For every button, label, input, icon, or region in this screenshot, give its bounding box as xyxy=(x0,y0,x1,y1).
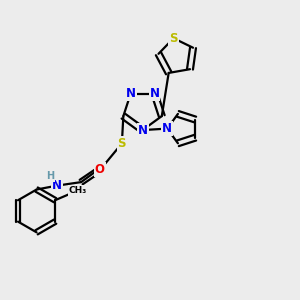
Text: N: N xyxy=(126,87,136,100)
Text: N: N xyxy=(138,124,148,136)
Text: N: N xyxy=(162,122,172,135)
Text: H: H xyxy=(46,171,54,181)
Text: N: N xyxy=(52,179,62,192)
Text: CH₃: CH₃ xyxy=(69,186,87,195)
Text: N: N xyxy=(149,87,159,100)
Text: S: S xyxy=(118,137,126,150)
Text: S: S xyxy=(169,32,178,45)
Text: O: O xyxy=(94,163,105,176)
